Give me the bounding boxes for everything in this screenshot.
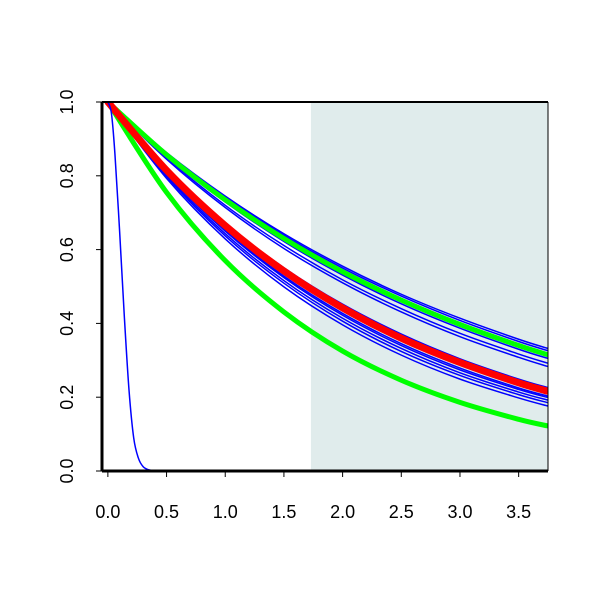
x-tick-label: 2.5 [389,502,414,522]
series-layer [104,102,548,471]
series-line-10 [107,102,548,401]
x-tick-label: 2.0 [330,502,355,522]
series-line-14 [105,102,548,429]
y-tick-label: 0.6 [57,237,77,262]
x-tick-label: 3.5 [506,502,531,522]
x-tick-label: 3.0 [447,502,472,522]
series-line-6 [107,102,548,368]
series-line-5 [107,102,548,364]
x-tick-label: 0.5 [154,502,179,522]
y-tick-label: 0.8 [57,163,77,188]
series-line-11 [107,102,548,404]
series-line-13 [105,102,548,358]
series-line-15 [104,102,548,395]
series-line-12 [107,102,548,407]
y-tick-label: 1.0 [57,89,77,114]
y-tick-label: 0.0 [57,458,77,483]
x-tick-label: 1.0 [213,502,238,522]
y-tick-label: 0.2 [57,385,77,410]
x-tick-label: 0.0 [95,502,120,522]
x-tick-label: 1.5 [271,502,296,522]
axes-layer: 0.0 0.5 1.0 1.5 2.0 2.5 3.0 3.5 0.0 0.2 0.4 0.6 0.8 1… [57,89,549,522]
y-tick-label: 0.4 [57,311,77,336]
